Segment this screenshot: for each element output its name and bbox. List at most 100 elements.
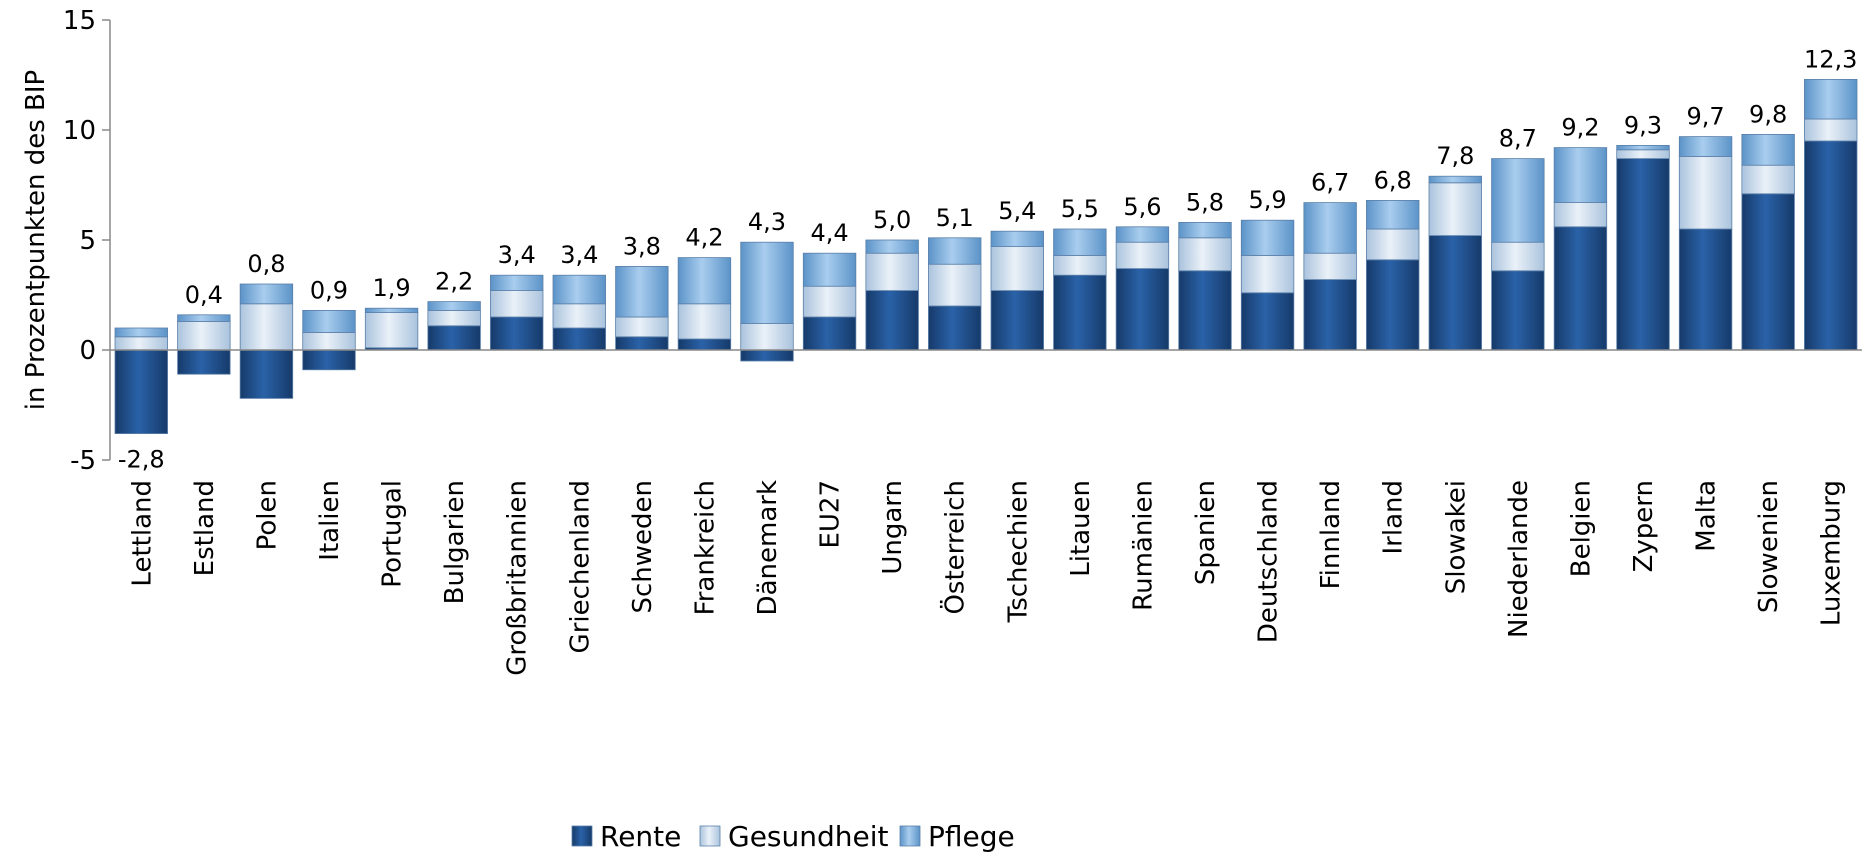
data-label: 3,4 xyxy=(498,241,536,269)
legend-label-rente: Rente xyxy=(600,820,681,853)
bar-segment-rente xyxy=(490,316,544,351)
bar-segment-rente xyxy=(615,336,669,351)
bars xyxy=(110,79,1862,434)
x-axis: Lettland Estland Polen Italien Portugal Bulga… xyxy=(127,480,1846,676)
x-tick-label: Schweden xyxy=(628,480,658,614)
bar-segment-pflege xyxy=(1053,228,1107,256)
bar-segment-pflege xyxy=(1741,133,1795,166)
y-tick-label: 0 xyxy=(79,336,96,366)
bar-segment-gesundheit xyxy=(1491,241,1545,272)
x-tick-label: EU27 xyxy=(816,480,846,549)
bar-segment-pflege xyxy=(928,237,982,265)
data-label: 5,6 xyxy=(1123,193,1161,221)
bar-segment-gesundheit xyxy=(1115,241,1170,269)
bar-segment-pflege xyxy=(239,283,294,305)
x-tick-label: Dänemark xyxy=(753,480,783,615)
x-tick-label: Spanien xyxy=(1191,480,1221,585)
bar-segment-rente xyxy=(990,290,1044,351)
x-tick-label: Ungarn xyxy=(878,480,908,575)
bar-segment-gesundheit xyxy=(865,252,919,291)
bar-segment-gesundheit xyxy=(1053,254,1107,276)
data-label: 0,8 xyxy=(247,250,285,278)
bar-segment-gesundheit xyxy=(1240,254,1295,294)
bar-segment-pflege xyxy=(364,307,419,314)
bar-segment-gesundheit xyxy=(990,246,1044,292)
bar-segment-gesundheit xyxy=(1178,237,1232,272)
bar-segment-rente xyxy=(427,325,481,351)
bar-segment-gesundheit xyxy=(177,320,231,351)
bar-segment-gesundheit xyxy=(1553,202,1608,228)
bar-segment-pflege xyxy=(427,301,481,311)
bar-segment-pflege xyxy=(552,274,606,305)
data-label: 7,8 xyxy=(1436,142,1474,170)
bar-segment-rente xyxy=(114,349,168,434)
bar-segment-gesundheit xyxy=(364,312,419,349)
data-label: -2,8 xyxy=(118,446,165,474)
bar-segment-gesundheit xyxy=(928,263,982,307)
bar-segment-gesundheit xyxy=(1366,228,1420,261)
bar-segment-gesundheit xyxy=(114,336,168,351)
legend-swatch-rente xyxy=(571,825,593,847)
bar-segment-pflege xyxy=(177,314,231,322)
data-label: 4,3 xyxy=(748,208,786,236)
bar-segment-pflege xyxy=(1115,226,1170,243)
bar-segment-gesundheit xyxy=(1678,155,1733,230)
bar-segment-rente xyxy=(1053,274,1107,351)
bar-segment-gesundheit xyxy=(302,331,356,351)
data-label: 9,8 xyxy=(1749,100,1787,128)
x-tick-label: Tschechien xyxy=(1003,480,1033,623)
bar-segment-pflege xyxy=(740,241,794,324)
x-tick-label: Luxemburg xyxy=(1817,480,1847,626)
bar-segment-rente xyxy=(1115,268,1170,351)
bar-segment-rente xyxy=(1303,279,1357,351)
data-label: 5,0 xyxy=(873,206,911,234)
bar-segment-gesundheit xyxy=(427,309,481,327)
bar-segment-pflege xyxy=(1240,219,1295,256)
x-tick-label: Deutschland xyxy=(1254,480,1284,643)
bar-segment-pflege xyxy=(1616,144,1670,151)
x-tick-label: Slowenien xyxy=(1754,480,1784,613)
bar-segment-pflege xyxy=(114,327,168,338)
y-tick-label: 10 xyxy=(63,116,96,146)
data-label: 5,9 xyxy=(1248,186,1286,214)
x-tick-label: Finnland xyxy=(1316,480,1346,589)
legend-label-pflege: Pflege xyxy=(928,820,1015,853)
bar-segment-rente xyxy=(552,327,606,351)
bar-segment-rente xyxy=(1678,228,1733,351)
x-tick-label: Griechenland xyxy=(565,480,595,653)
y-tick-label: 5 xyxy=(79,226,96,256)
data-label: 8,7 xyxy=(1499,125,1537,153)
y-tick-label: -5 xyxy=(70,446,96,476)
x-tick-label: Malta xyxy=(1692,480,1722,552)
data-label: 0,4 xyxy=(185,281,223,309)
bar-segment-rente xyxy=(1178,270,1232,351)
bar-segment-rente xyxy=(1428,235,1482,351)
bar-segment-rente xyxy=(1553,226,1608,351)
bar-segment-pflege xyxy=(1553,147,1608,204)
legend: Rente Gesundheit Pflege xyxy=(571,820,1015,853)
bar-segment-pflege xyxy=(677,257,732,305)
y-axis-label: in Prozentpunkten des BIP xyxy=(21,70,51,410)
bar-segment-gesundheit xyxy=(677,303,732,340)
x-tick-label: Slowakei xyxy=(1441,480,1471,594)
x-tick-label: Zypern xyxy=(1629,480,1659,572)
bar-segment-pflege xyxy=(615,265,669,318)
bar-segment-gesundheit xyxy=(1741,164,1795,195)
data-label: 4,4 xyxy=(810,219,848,247)
data-labels: -2,8 0,4 0,8 0,9 1,9 2,2 3,4 3,4 3,8 4,2 4,3 4,4 5,0… xyxy=(118,45,1858,473)
x-tick-label: Großbritannien xyxy=(503,480,533,676)
bar-segment-pflege xyxy=(1178,221,1232,239)
bar-segment-rente xyxy=(1741,193,1795,351)
x-tick-label: Litauen xyxy=(1066,480,1096,577)
bar-segment-pflege xyxy=(1804,79,1858,120)
data-label: 3,4 xyxy=(560,241,598,269)
data-label: 9,3 xyxy=(1624,111,1662,139)
bar-segment-rente xyxy=(1804,140,1858,351)
bar-segment-pflege xyxy=(865,239,919,254)
bar-segment-gesundheit xyxy=(1804,118,1858,142)
y-tick-label: 15 xyxy=(63,6,96,36)
x-tick-label: Belgien xyxy=(1566,480,1596,577)
legend-swatch-gesundheit xyxy=(699,825,721,847)
data-label: 4,2 xyxy=(685,224,723,252)
x-tick-label: Estland xyxy=(190,480,220,576)
